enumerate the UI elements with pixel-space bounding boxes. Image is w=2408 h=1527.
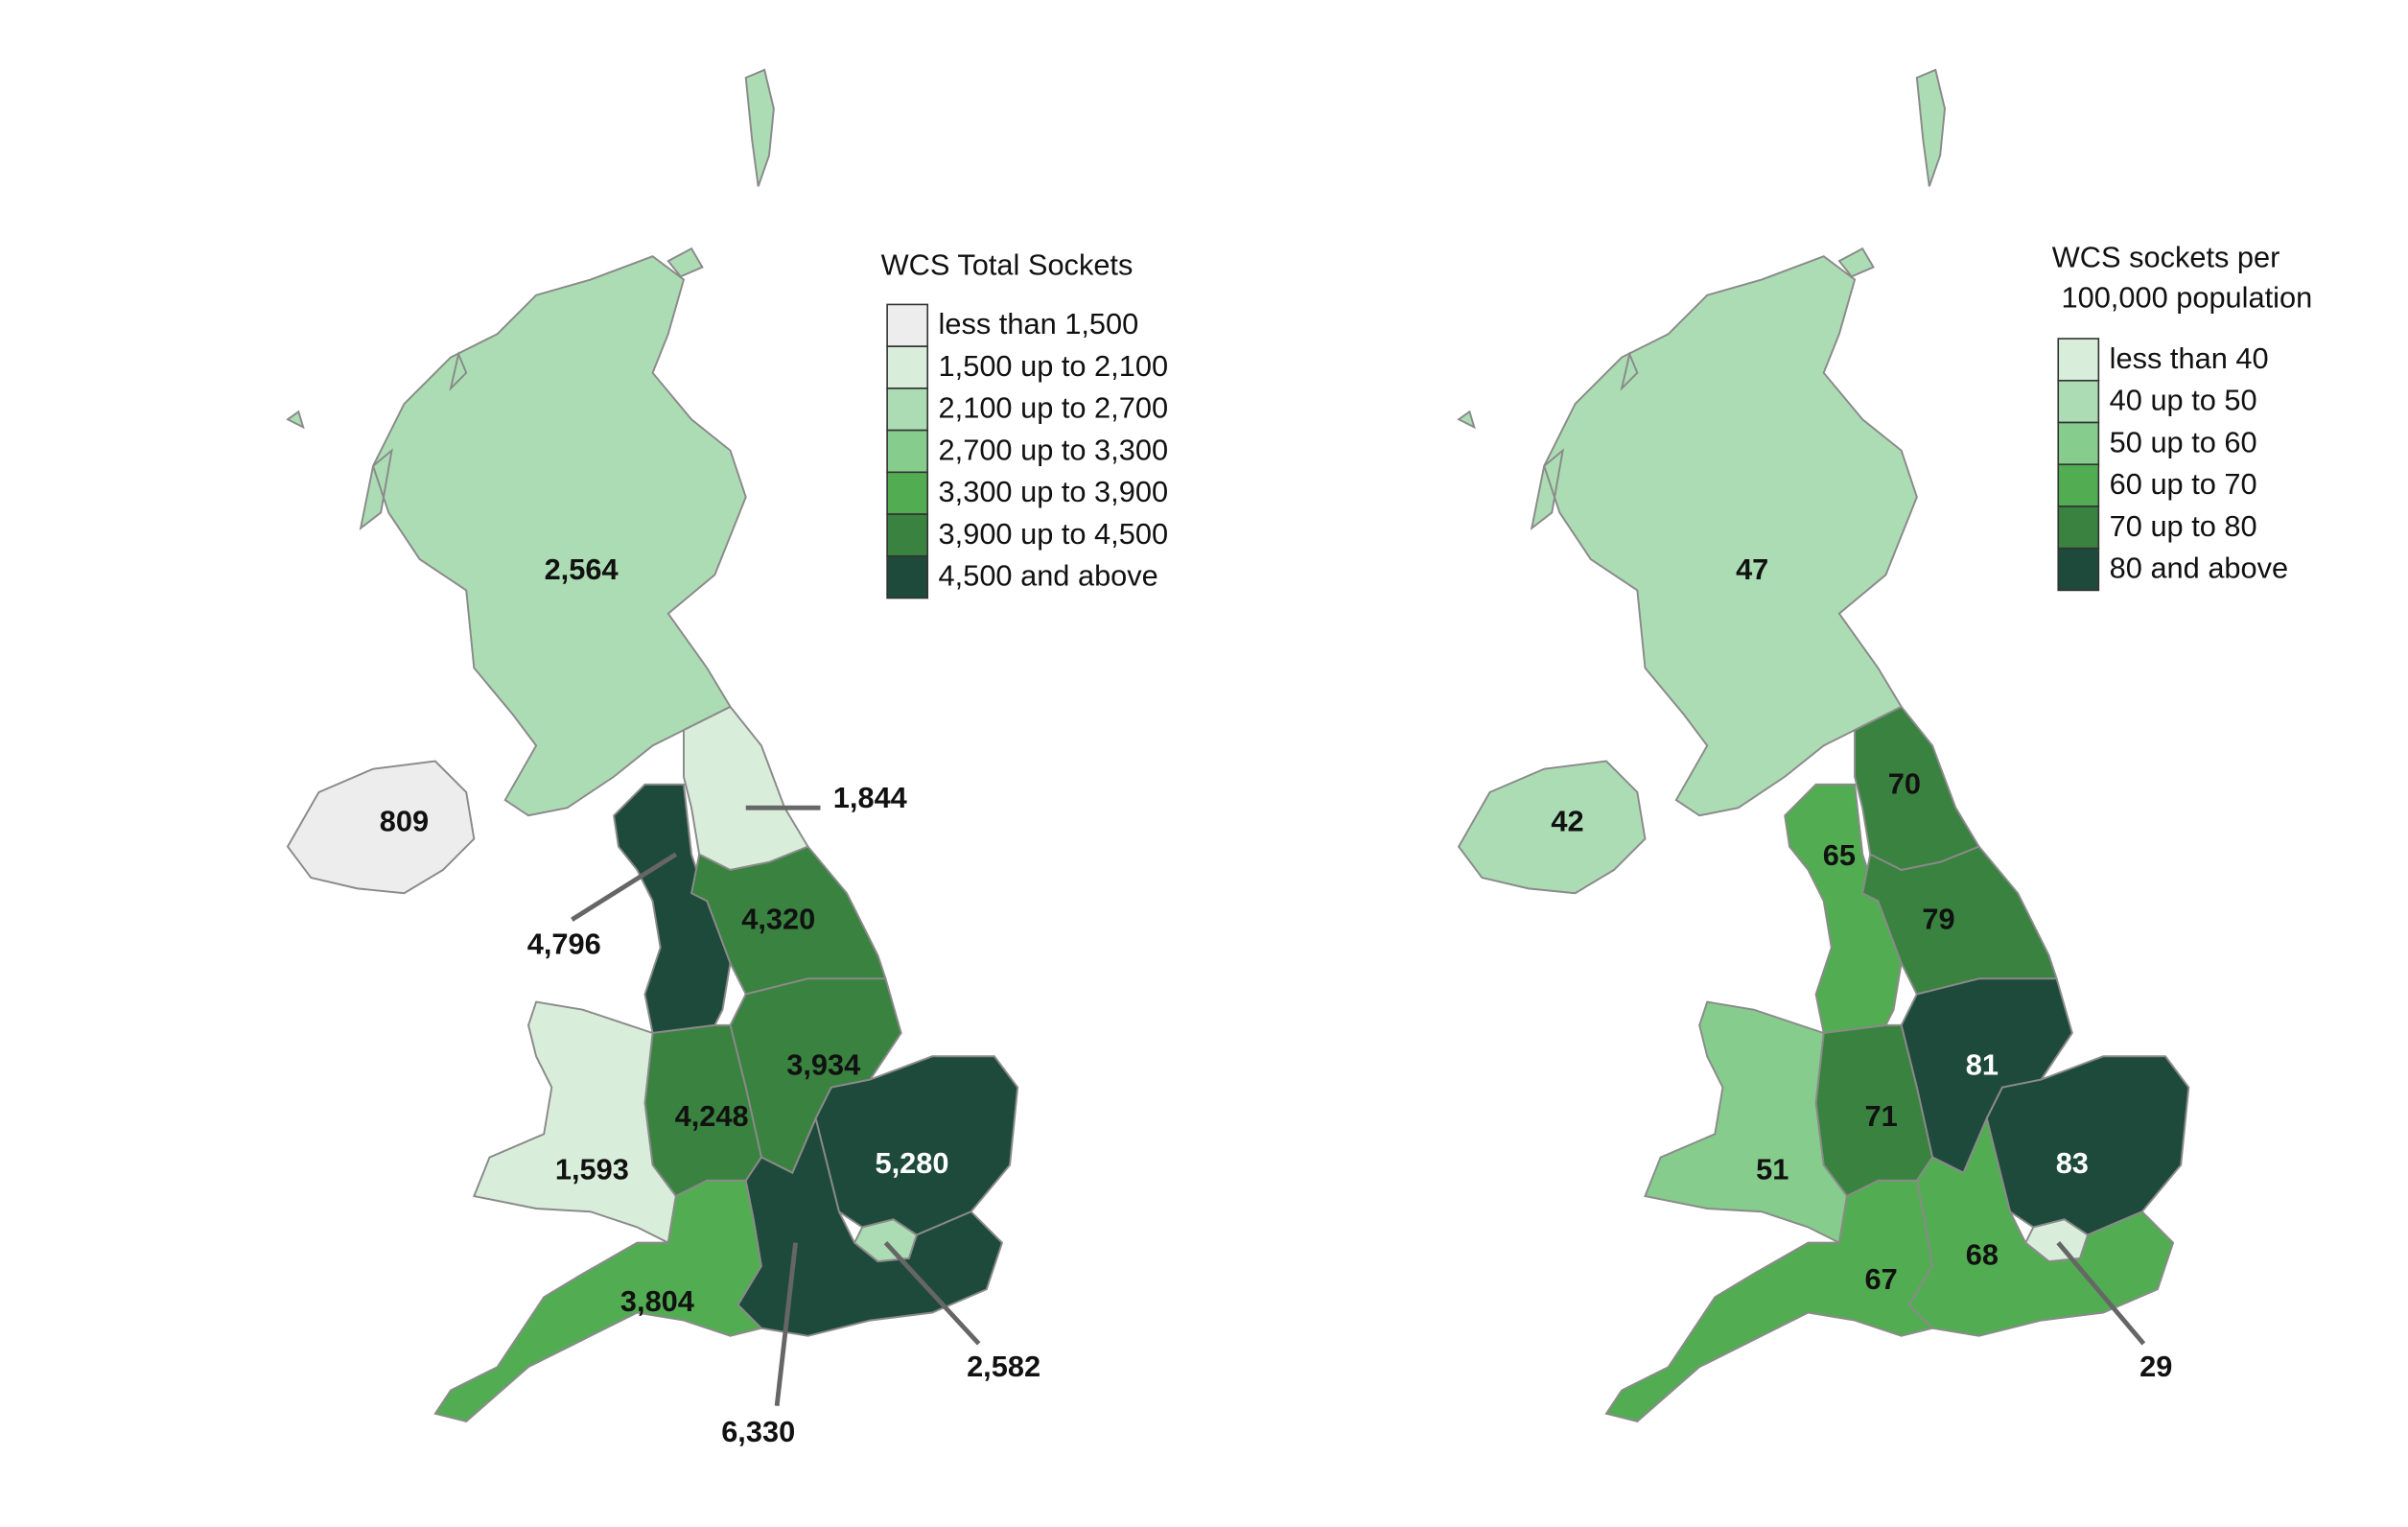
region-label: 68 bbox=[1966, 1237, 1999, 1271]
legend-swatch bbox=[2057, 338, 2100, 382]
legend-swatch bbox=[886, 513, 929, 557]
region-label: 47 bbox=[1736, 552, 1768, 586]
region-label: 4,320 bbox=[741, 903, 815, 936]
legend-title: WCS sockets per bbox=[2052, 241, 2280, 274]
legend-label: 40 up to 50 bbox=[2110, 384, 2257, 417]
legend-swatch bbox=[2057, 505, 2100, 550]
legend-label: 1,500 up to 2,100 bbox=[939, 349, 1169, 383]
legend-swatch bbox=[886, 345, 929, 389]
region bbox=[1644, 1000, 1848, 1244]
region-label: 809 bbox=[380, 804, 429, 837]
region-label: 2,582 bbox=[967, 1350, 1040, 1383]
region-label: 29 bbox=[2139, 1350, 2172, 1383]
leader-line bbox=[774, 1242, 798, 1406]
legend-title: WCS Total Sockets bbox=[881, 248, 1134, 282]
legend-title: 100,000 population bbox=[2061, 281, 2312, 315]
legend-swatch bbox=[2057, 421, 2100, 466]
region-label: 71 bbox=[1864, 1099, 1897, 1133]
region-label: 2,564 bbox=[545, 552, 619, 586]
region-label: 6,330 bbox=[721, 1415, 795, 1448]
leader-line bbox=[2056, 1241, 2146, 1346]
legend-label: 70 up to 80 bbox=[2110, 509, 2257, 543]
legend-swatch bbox=[886, 429, 929, 474]
leader-line bbox=[571, 852, 678, 922]
legend-swatch bbox=[886, 303, 929, 347]
region-label: 67 bbox=[1864, 1262, 1897, 1296]
region-label: 5,280 bbox=[876, 1146, 949, 1180]
region bbox=[473, 1000, 677, 1244]
region-label: 3,804 bbox=[620, 1284, 694, 1318]
legend-label: less than 1,500 bbox=[939, 307, 1139, 341]
legend-swatch bbox=[886, 388, 929, 432]
region-label: 4,796 bbox=[527, 927, 601, 960]
region bbox=[287, 68, 775, 817]
region bbox=[682, 705, 809, 871]
legend-swatch bbox=[2057, 547, 2100, 592]
region-label: 65 bbox=[1823, 838, 1856, 872]
region-label: 51 bbox=[1756, 1152, 1788, 1186]
legend-label: less than 40 bbox=[2110, 341, 2269, 375]
region-label: 83 bbox=[2056, 1146, 2089, 1180]
legend-swatch bbox=[886, 471, 929, 515]
legend-label: 2,700 up to 3,300 bbox=[939, 433, 1169, 466]
legend-swatch bbox=[886, 554, 929, 599]
region-label: 79 bbox=[1922, 903, 1954, 936]
legend-swatch bbox=[2057, 379, 2100, 424]
legend-label: 3,900 up to 4,500 bbox=[939, 517, 1169, 551]
legend-label: 60 up to 70 bbox=[2110, 467, 2257, 501]
legend-label: 80 and above bbox=[2110, 551, 2288, 584]
region-label: 70 bbox=[1888, 767, 1921, 801]
legend-label: 2,100 up to 2,700 bbox=[939, 391, 1169, 425]
region-label: 42 bbox=[1551, 804, 1583, 837]
region-label: 1,593 bbox=[555, 1152, 629, 1186]
leader-line bbox=[883, 1240, 981, 1346]
region-label: 1,844 bbox=[833, 781, 907, 814]
legend-swatch bbox=[2057, 463, 2100, 507]
legend-label: 3,300 up to 3,900 bbox=[939, 475, 1169, 508]
legend-label: 4,500 and above bbox=[939, 559, 1158, 593]
region bbox=[1458, 68, 1946, 817]
region bbox=[433, 1179, 762, 1422]
region-label: 4,248 bbox=[675, 1099, 749, 1133]
region-label: 81 bbox=[1966, 1048, 1999, 1082]
region-label: 3,934 bbox=[786, 1048, 860, 1082]
region bbox=[1604, 1179, 1934, 1422]
legend-label: 50 up to 60 bbox=[2110, 425, 2257, 458]
